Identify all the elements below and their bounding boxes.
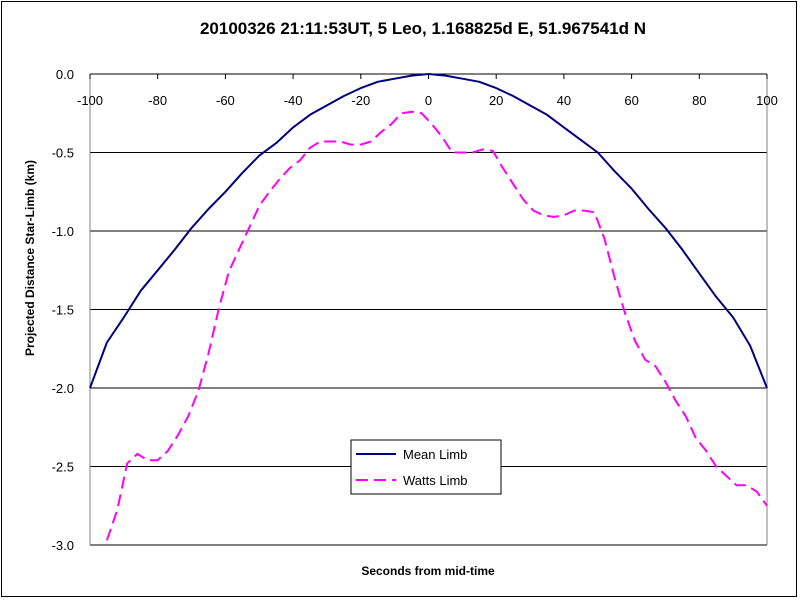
x-tick-label: 100 (756, 93, 778, 108)
x-tick-label: -60 (216, 93, 235, 108)
x-tick-label: 80 (692, 93, 706, 108)
legend-label-watts-limb: Watts Limb (403, 473, 468, 488)
x-tick-label: 40 (557, 93, 571, 108)
legend-box (350, 439, 502, 495)
x-tick-label: -20 (351, 93, 370, 108)
series-line-watts-limb (105, 110, 768, 541)
y-tick-label: 0.0 (56, 67, 74, 82)
y-tick-label: -2.0 (52, 381, 74, 396)
y-tick-label: -3.0 (52, 538, 74, 553)
series-line-mean-limb (89, 73, 768, 389)
y-tick-label: -1.0 (52, 224, 74, 239)
y-tick-label: -2.5 (52, 460, 74, 475)
chart-title: 20100326 21:11:53UT, 5 Leo, 1.168825d E,… (200, 19, 646, 38)
series-layer (89, 73, 768, 541)
legend-label-mean-limb: Mean Limb (403, 447, 467, 462)
tick-labels: 0.0 -0.5 -1.0 -1.5 -2.0 -2.5 -3.0 -100 -80 -60 -40… (52, 67, 778, 553)
y-axis-title: Projected Distance Star-Limb (km) (23, 160, 37, 356)
y-tick-label: -0.5 (52, 146, 74, 161)
x-tick-label: 0 (425, 93, 432, 108)
x-tick-label: -80 (148, 93, 167, 108)
x-axis-title: Seconds from mid-time (361, 564, 495, 578)
x-tick-label: -100 (77, 93, 103, 108)
x-tick-label: 60 (624, 93, 638, 108)
x-tick-label: 20 (489, 93, 503, 108)
y-tick-label: -1.5 (52, 303, 74, 318)
x-tick-label: -40 (284, 93, 303, 108)
legend: Mean Limb Watts Limb (350, 439, 502, 495)
